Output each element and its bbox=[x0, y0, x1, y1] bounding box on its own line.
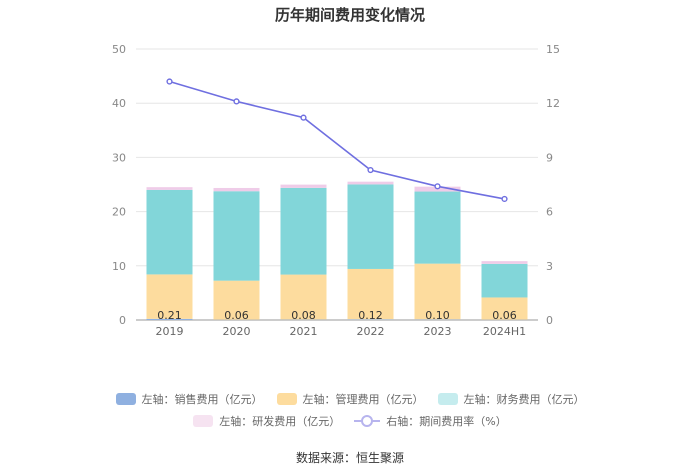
legend-item-mgmt[interactable]: 左轴：管理费用（亿元） bbox=[276, 391, 424, 407]
x-tick-label: 2019 bbox=[156, 325, 184, 338]
point-ratio bbox=[434, 183, 441, 190]
y-left-tick-label: 20 bbox=[112, 206, 126, 219]
bar-mgmt bbox=[414, 263, 461, 320]
legend-item-finance[interactable]: 左轴：财务费用（亿元） bbox=[437, 391, 585, 407]
bar-rnd bbox=[146, 187, 193, 190]
y-right-tick-label: 15 bbox=[546, 43, 560, 56]
y-right-tick-label: 0 bbox=[546, 314, 553, 327]
data-label: 0.08 bbox=[291, 309, 316, 322]
y-left-tick-label: 40 bbox=[112, 97, 126, 110]
y-left-tick-label: 30 bbox=[112, 151, 126, 164]
legend-label-rnd: 左轴：研发费用（亿元） bbox=[219, 415, 341, 428]
data-label: 0.10 bbox=[425, 309, 450, 322]
legend-swatch-sales bbox=[115, 393, 136, 405]
y-right-tick-label: 3 bbox=[546, 260, 553, 273]
bar-sales bbox=[414, 319, 461, 320]
point-ratio bbox=[166, 78, 173, 85]
legend-item-rnd[interactable]: 左轴：研发费用（亿元） bbox=[193, 413, 340, 429]
line-ratio bbox=[169, 80, 505, 200]
bar-mgmt bbox=[146, 274, 193, 319]
legend-swatch-ratio bbox=[354, 415, 381, 427]
data-label: 0.21 bbox=[157, 309, 182, 322]
x-tick-label: 2020 bbox=[223, 325, 251, 338]
legend-label-ratio: 右轴：期间费用率（%） bbox=[386, 415, 507, 428]
x-tick-label: 2024H1 bbox=[483, 325, 526, 338]
bar-finance bbox=[414, 191, 461, 264]
bar-finance bbox=[280, 187, 327, 275]
bar-mgmt bbox=[213, 280, 260, 320]
legend: 左轴：销售费用（亿元） 左轴：管理费用（亿元） 左轴：财务费用（亿元） 左轴：研… bbox=[0, 388, 700, 432]
legend-swatch-mgmt bbox=[276, 393, 297, 405]
bar-rnd bbox=[280, 184, 327, 188]
legend-row-1: 左轴：销售费用（亿元） 左轴：管理费用（亿元） 左轴：财务费用（亿元） bbox=[0, 388, 700, 410]
legend-swatch-finance bbox=[437, 393, 458, 405]
y-left-tick-label: 0 bbox=[119, 314, 126, 327]
data-label: 0.06 bbox=[224, 309, 249, 322]
bar-finance bbox=[213, 191, 260, 281]
y-right-tick-label: 9 bbox=[546, 151, 553, 164]
bar-rnd bbox=[481, 261, 528, 264]
y-left-tick-label: 10 bbox=[112, 260, 126, 273]
y-right-tick-label: 12 bbox=[546, 97, 560, 110]
legend-label-mgmt: 左轴：管理费用（亿元） bbox=[302, 393, 424, 406]
legend-item-ratio[interactable]: 右轴：期间费用率（%） bbox=[354, 413, 507, 429]
legend-row-2: 左轴：研发费用（亿元） 右轴：期间费用率（%） bbox=[0, 410, 700, 432]
legend-label-sales: 左轴：销售费用（亿元） bbox=[141, 393, 263, 406]
data-source: 数据来源：恒生聚源 bbox=[295, 451, 404, 465]
y-right-tick-label: 6 bbox=[546, 206, 553, 219]
legend-label-finance: 左轴：财务费用（亿元） bbox=[463, 393, 585, 406]
legend-item-sales[interactable]: 左轴：销售费用（亿元） bbox=[115, 391, 263, 407]
point-ratio bbox=[233, 98, 240, 105]
x-tick-label: 2021 bbox=[290, 325, 318, 338]
x-tick-label: 2022 bbox=[357, 325, 385, 338]
y-left-tick-label: 50 bbox=[112, 43, 126, 56]
point-ratio bbox=[367, 166, 374, 174]
data-label: 0.06 bbox=[492, 309, 517, 322]
data-label: 0.12 bbox=[358, 309, 383, 322]
bar-mgmt bbox=[347, 268, 394, 320]
bar-sales bbox=[146, 318, 193, 320]
bar-mgmt bbox=[280, 274, 327, 320]
chart-title: 历年期间费用变化情况 bbox=[274, 6, 425, 24]
bar-rnd bbox=[213, 187, 260, 192]
bar-finance bbox=[347, 184, 394, 269]
bar-sales bbox=[347, 319, 394, 320]
chart-canvas: 0 10 20 30 40 50 0 3 6 9 12 15 2019 0.21 2020 0.06 2021 0… bbox=[112, 43, 560, 338]
bar-mgmt bbox=[481, 297, 528, 320]
legend-swatch-rnd bbox=[193, 415, 214, 427]
bar-rnd bbox=[347, 181, 394, 185]
point-ratio bbox=[501, 195, 508, 203]
bar-finance bbox=[481, 263, 528, 298]
point-ratio bbox=[300, 114, 307, 121]
bar-finance bbox=[146, 189, 193, 275]
x-tick-label: 2023 bbox=[424, 325, 452, 338]
